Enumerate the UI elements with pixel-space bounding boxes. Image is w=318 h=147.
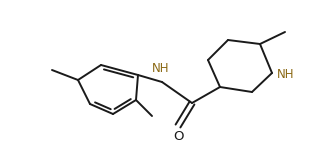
Text: O: O — [173, 130, 183, 143]
Text: NH: NH — [152, 62, 170, 75]
Text: NH: NH — [277, 67, 294, 81]
